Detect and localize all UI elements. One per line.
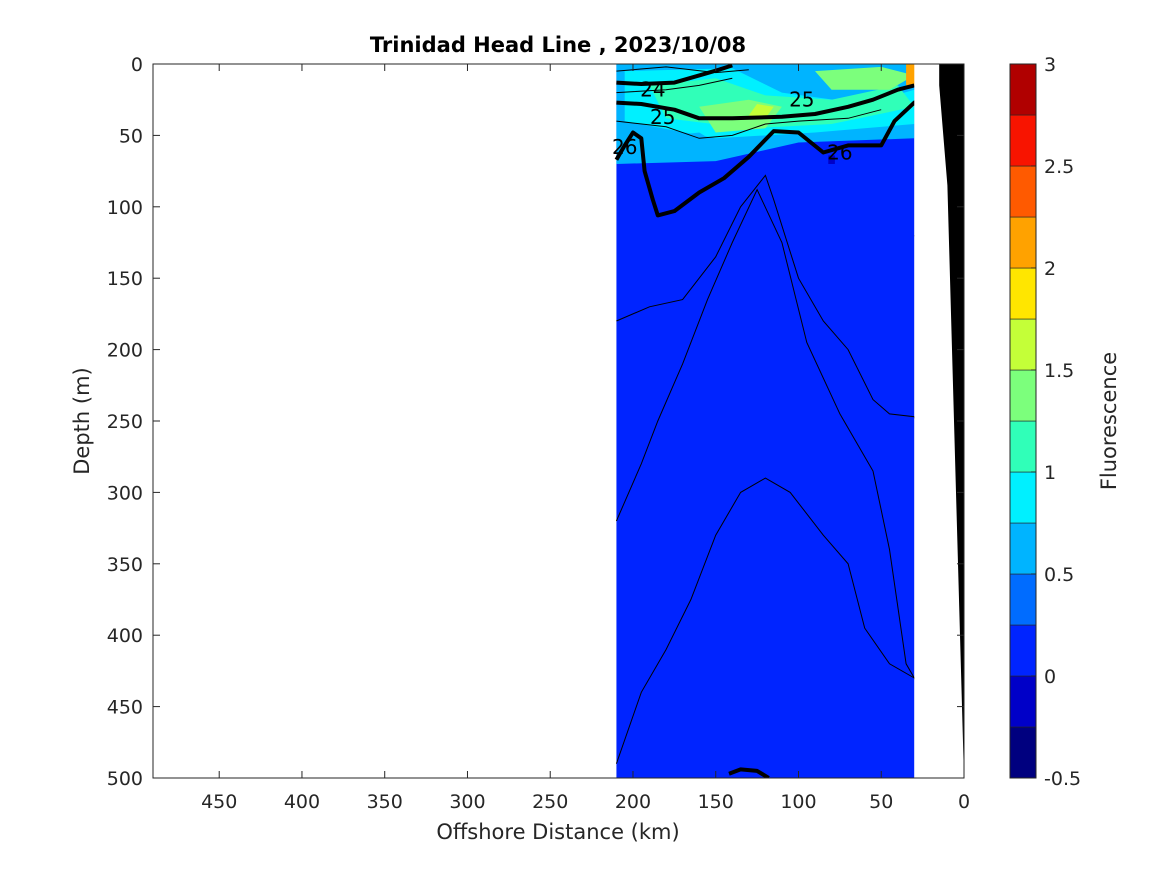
colorbar-level-0 (1009, 726, 1037, 779)
colorbar-tick-label-5: 2 (1044, 258, 1056, 280)
y-tick-label-0: 0 (131, 54, 143, 76)
y-tick-label-8: 400 (107, 625, 143, 647)
y-axis-ticks: 0 50 100 150 200 250 300 350 400 450 500 (107, 54, 964, 790)
x-tick-label-5: 200 (615, 791, 651, 813)
y-tick-label-5: 250 (107, 411, 143, 433)
contour-label-0: 24 (640, 78, 665, 102)
colorbar-level-1 (1009, 675, 1037, 728)
colorbar-level-6 (1009, 420, 1037, 473)
field-base (616, 64, 915, 778)
x-tick-label-7: 100 (780, 791, 816, 813)
colorbar-frame (1009, 63, 1037, 779)
colorbar-level-11 (1009, 165, 1037, 218)
bottom-gap (914, 64, 964, 778)
seafloor (939, 64, 964, 778)
field-patch-5 (815, 66, 915, 90)
bottom-bathymetry (914, 64, 964, 778)
x-tick-label-6: 150 (698, 791, 734, 813)
colorbar-level-10 (1009, 216, 1037, 269)
colorbar-label: Fluorescence (1097, 352, 1121, 490)
x-axis-ticks: 450 400 350 300 250 200 150 100 50 0 (201, 64, 970, 813)
y-tick-label-7: 350 (107, 554, 143, 576)
colorbar-tick-label-4: 1.5 (1044, 360, 1074, 382)
colorbar-tick-label-6: 2.5 (1044, 156, 1074, 178)
x-tick-label-1: 400 (284, 791, 320, 813)
contour-label-2: 25 (789, 88, 814, 112)
y-tick-label-4: 200 (107, 340, 143, 362)
thin-contour-0 (616, 66, 749, 74)
y-tick-label-1: 50 (119, 125, 143, 147)
y-tick-label-9: 450 (107, 697, 143, 719)
thin-contour-5 (615, 477, 915, 764)
colorbar-level-9 (1009, 267, 1037, 320)
contour-label-3: 26 (612, 135, 637, 159)
colorbar-tick-label-7: 3 (1044, 54, 1056, 76)
y-tick-label-2: 100 (107, 197, 143, 219)
contour-label-4: 26 (827, 141, 852, 165)
colorbar-level-7 (1009, 369, 1037, 422)
thin-contour-1 (616, 77, 733, 94)
contour-labels: 24 25 25 26 26 (612, 78, 853, 165)
colorbar-level-13 (1009, 63, 1037, 116)
thin-contour-4 (615, 188, 924, 700)
field-patch-9 (828, 155, 835, 164)
colorbar-level-8 (1009, 318, 1037, 371)
colorbar-tick-label-2: 0.5 (1044, 564, 1074, 586)
x-tick-label-9: 0 (958, 791, 970, 813)
colorbar-level-3 (1009, 573, 1037, 626)
x-tick-label-3: 300 (449, 791, 485, 813)
y-tick-label-6: 300 (107, 482, 143, 504)
x-tick-label-0: 450 (201, 791, 237, 813)
thick-contour-0 (616, 64, 733, 86)
density-contours (614, 64, 933, 778)
y-tick-label-10: 500 (107, 768, 143, 790)
colorbar (1009, 63, 1037, 779)
thin-contour-2 (616, 109, 882, 139)
x-tick-label-2: 350 (367, 791, 403, 813)
thick-contour-2 (614, 100, 933, 218)
colorbar-tick-label-1: 0 (1044, 666, 1056, 688)
colorbar-tick-label-0: -0.5 (1044, 768, 1081, 790)
y-tick-label-3: 150 (107, 268, 143, 290)
colorbar-ticks: -0.5 0 0.5 1 1.5 2 2.5 3 (1031, 54, 1081, 790)
x-tick-label-4: 250 (532, 791, 568, 813)
chart-title: Trinidad Head Line , 2023/10/08 (370, 33, 746, 57)
colorbar-level-5 (1009, 471, 1037, 524)
colorbar-tick-label-3: 1 (1044, 462, 1056, 484)
colorbar-level-4 (1009, 522, 1037, 575)
thick-contour-3 (728, 767, 770, 778)
thick-contour-1 (616, 83, 915, 121)
y-axis-label: Depth (m) (70, 367, 94, 474)
contour-label-1: 25 (650, 105, 675, 129)
x-tick-label-8: 50 (869, 791, 893, 813)
colorbar-level-2 (1009, 624, 1037, 677)
field-patch-4 (748, 104, 774, 119)
thin-contour-3 (616, 174, 932, 464)
fluorescence-field (616, 64, 928, 778)
colorbar-level-12 (1009, 114, 1037, 167)
x-axis-label: Offshore Distance (km) (436, 820, 679, 844)
